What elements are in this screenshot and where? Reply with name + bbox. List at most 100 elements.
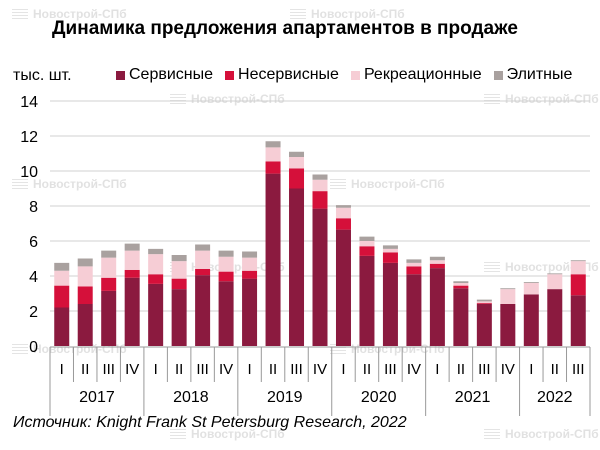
bar-segment-neservisnye xyxy=(312,191,328,209)
legend-swatch xyxy=(350,70,360,80)
bar-segment-rekreatsionnye xyxy=(547,274,563,290)
bar-segment-neservisnye xyxy=(242,270,258,279)
legend-label: Элитные xyxy=(506,66,573,83)
legend-item-elitnye: Элитные xyxy=(493,66,573,84)
watermark: Новострой-СПб xyxy=(484,427,599,441)
bar-segment-elitnye xyxy=(570,260,586,262)
x-tick-label: III xyxy=(478,361,491,378)
building-icon xyxy=(484,261,500,273)
building-icon xyxy=(330,178,346,190)
bar-segment-servisnye xyxy=(453,288,469,346)
y-tick-label: 10 xyxy=(20,164,38,181)
watermark: Новострой-СПб xyxy=(290,7,405,21)
legend-swatch xyxy=(225,70,235,80)
bar-segment-rekreatsionnye xyxy=(476,301,492,304)
watermark: Новострой-СПб xyxy=(12,7,127,21)
bar-segment-rekreatsionnye xyxy=(312,179,328,192)
legend-label: Несервисные xyxy=(238,66,339,83)
x-tick-label: II xyxy=(269,361,277,378)
legend-swatch xyxy=(493,70,503,80)
bar-segment-elitnye xyxy=(476,299,492,302)
watermark: Новострой-СПб xyxy=(170,92,285,106)
building-icon xyxy=(12,8,28,20)
bar-segment-servisnye xyxy=(570,295,586,346)
bar-segment-servisnye xyxy=(54,307,70,346)
bar-segment-neservisnye xyxy=(124,269,140,278)
bar-segment-neservisnye xyxy=(406,266,422,275)
bar-segment-rekreatsionnye xyxy=(382,248,398,253)
bar-segment-elitnye xyxy=(382,245,398,249)
bar-segment-servisnye xyxy=(195,275,211,346)
bars xyxy=(54,141,586,346)
bar-segment-servisnye xyxy=(312,208,328,346)
bar-segment-servisnye xyxy=(429,268,445,346)
bar-segment-elitnye xyxy=(265,141,281,148)
bar-segment-rekreatsionnye xyxy=(453,283,469,286)
bar-segment-rekreatsionnye xyxy=(406,262,422,267)
bar-segment-neservisnye xyxy=(54,285,70,308)
x-axis: I II III IV I II III IV I II III IV I II III IV I II III IV… xyxy=(49,346,591,416)
bar-segment-rekreatsionnye xyxy=(101,257,117,278)
y-tick-label: 4 xyxy=(29,269,38,286)
bar-segment-elitnye xyxy=(124,243,140,251)
bar-segment-neservisnye xyxy=(101,277,117,291)
bar-segment-servisnye xyxy=(124,277,140,346)
bar-segment-elitnye xyxy=(429,256,445,261)
bar-segment-elitnye xyxy=(453,281,469,283)
building-icon xyxy=(484,428,500,440)
legend-label: Рекреационные xyxy=(363,66,482,83)
bar-segment-elitnye xyxy=(101,250,117,258)
bar-segment-servisnye xyxy=(476,304,492,346)
building-icon xyxy=(330,343,346,355)
x-group-label: 2019 xyxy=(267,389,303,406)
x-group-label: 2021 xyxy=(455,389,491,406)
x-tick-label: II xyxy=(363,361,371,378)
x-tick-label: III xyxy=(102,361,115,378)
bar-segment-neservisnye xyxy=(265,161,281,174)
bar-segment-elitnye xyxy=(148,248,164,255)
bar-segment-servisnye xyxy=(265,173,281,346)
bar-segment-neservisnye xyxy=(171,278,187,290)
bar-segment-servisnye xyxy=(242,278,258,346)
bar-segment-neservisnye xyxy=(382,252,398,263)
x-tick-label: II xyxy=(81,361,89,378)
bar-segment-rekreatsionnye xyxy=(242,257,258,271)
bar-segment-elitnye xyxy=(242,251,258,258)
bar-segment-servisnye xyxy=(382,262,398,346)
bar-segment-rekreatsionnye xyxy=(77,266,93,287)
legend: Сервисные Несервисные Рекреационные Элит… xyxy=(116,66,572,84)
building-icon xyxy=(290,8,306,20)
bar-segment-elitnye xyxy=(218,250,234,257)
x-group-label: 2017 xyxy=(79,389,115,406)
bar-segment-rekreatsionnye xyxy=(429,260,445,264)
x-tick-label: IV xyxy=(501,361,515,378)
bar-segment-elitnye xyxy=(195,244,211,251)
bar-segment-rekreatsionnye xyxy=(124,250,140,270)
bar-segment-servisnye xyxy=(218,281,234,346)
bar-segment-servisnye xyxy=(101,290,117,346)
y-tick-label: 12 xyxy=(20,129,38,146)
bar-segment-rekreatsionnye xyxy=(289,157,305,169)
bar-segment-neservisnye xyxy=(453,285,469,289)
x-tick-label: I xyxy=(60,361,64,378)
bar-segment-neservisnye xyxy=(77,286,93,304)
bar-segment-neservisnye xyxy=(359,246,375,256)
bar-segment-neservisnye xyxy=(429,263,445,269)
x-tick-label: II xyxy=(457,361,465,378)
watermark: Новострой-СПб xyxy=(484,92,599,106)
x-tick-label: III xyxy=(196,361,209,378)
bar-segment-servisnye xyxy=(289,188,305,346)
bar-segment-rekreatsionnye xyxy=(148,254,164,275)
x-tick-label: IV xyxy=(407,361,421,378)
x-tick-label: III xyxy=(572,361,585,378)
bar-segment-elitnye xyxy=(312,174,328,180)
x-tick-label: IV xyxy=(219,361,233,378)
legend-item-servisnye: Сервисные xyxy=(116,66,213,84)
bar-segment-rekreatsionnye xyxy=(171,261,187,279)
x-tick-label: III xyxy=(290,361,303,378)
building-icon xyxy=(12,343,28,355)
y-tick-label: 14 xyxy=(20,94,38,111)
bar-segment-elitnye xyxy=(77,258,93,267)
bar-segment-servisnye xyxy=(77,304,93,346)
bar-segment-neservisnye xyxy=(289,168,305,189)
